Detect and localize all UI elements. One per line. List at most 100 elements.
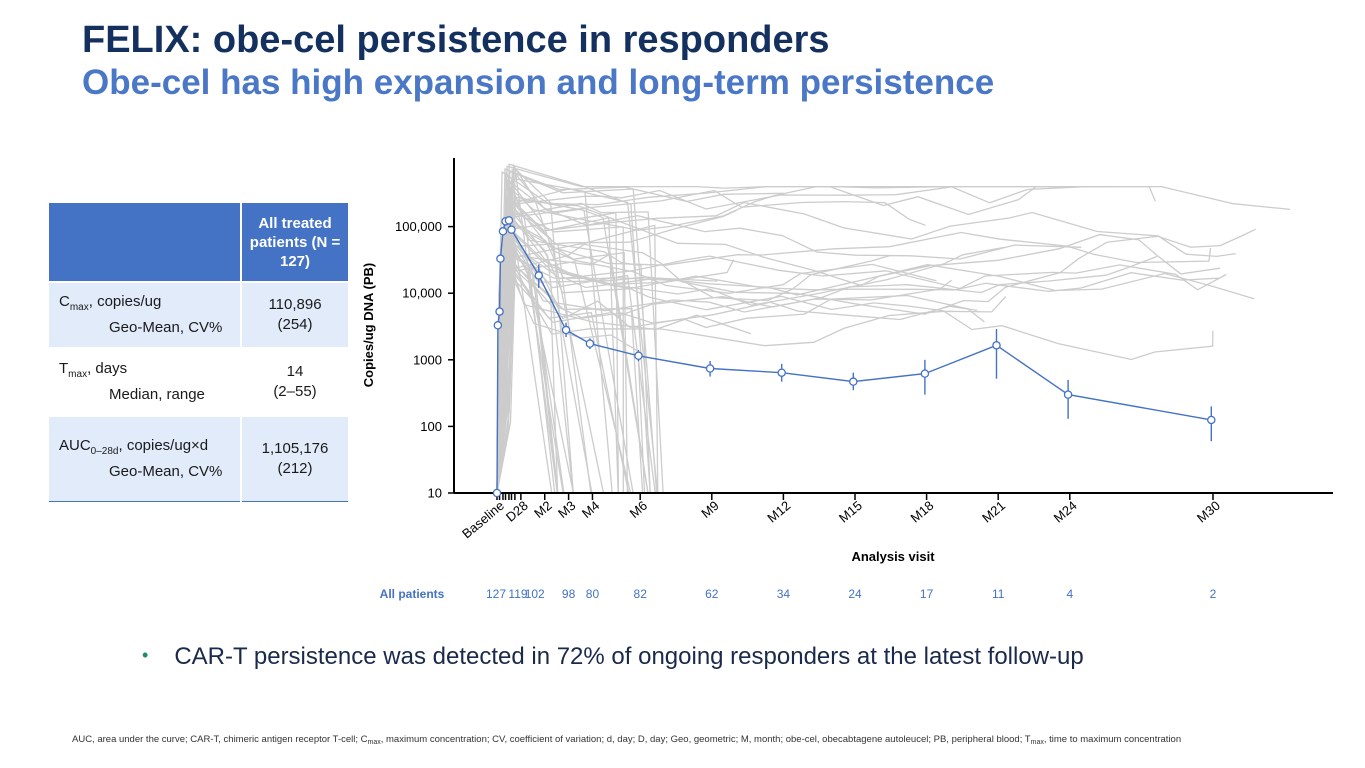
- individual-patient-line: [496, 228, 1227, 494]
- data-point: [534, 271, 544, 280]
- x-tick-label: Baseline: [459, 498, 507, 542]
- individual-patient-line: [496, 255, 1158, 494]
- table-header-blank: [49, 203, 242, 283]
- x-tick-label: M2: [531, 498, 554, 521]
- persistence-chart: 10 100 1000 10,000 100,000 Copies/ug DNA (PB)…: [361, 158, 1333, 601]
- row-label-main: C: [59, 293, 70, 310]
- data-point: [507, 225, 516, 234]
- x-tick-label: M24: [1051, 498, 1080, 526]
- x-tick-label: M30: [1194, 498, 1223, 526]
- y-tick-label: 10,000: [402, 286, 442, 301]
- slide-title: FELIX: obe-cel persistence in responders: [82, 19, 830, 61]
- bullet-dot-icon: •: [142, 645, 149, 665]
- individual-patient-line: [496, 248, 953, 494]
- table-row-value: 14 (2–55): [241, 348, 350, 417]
- at-risk-count: 80: [586, 587, 600, 601]
- individual-patient-line: [496, 199, 1221, 494]
- row-label-sub: max: [69, 302, 89, 313]
- data-point: [992, 341, 1001, 350]
- table-row-label: AUC0–28d, copies/ug×d Geo-Mean, CV%: [49, 416, 242, 502]
- x-tick-label: M18: [908, 498, 937, 526]
- table-row: AUC0–28d, copies/ug×d Geo-Mean, CV% 1,10…: [49, 416, 350, 502]
- at-risk-count: 82: [634, 587, 648, 601]
- at-risk-count: 11: [992, 587, 1005, 601]
- individual-patient-line: [496, 221, 629, 494]
- data-point: [493, 321, 503, 330]
- row-label-stat: Geo-Mean, CV%: [109, 319, 223, 336]
- data-point: [1063, 390, 1073, 399]
- row-label-rest: , copies/ug×d: [118, 437, 209, 454]
- x-tick-label: M6: [627, 498, 650, 521]
- table-row: Cmax, copies/ug Geo-Mean, CV% 110,896 (2…: [49, 282, 350, 349]
- at-risk-count: 34: [777, 587, 791, 601]
- footnote-sub: max: [367, 739, 381, 746]
- at-risk-count: 17: [920, 587, 934, 601]
- data-point: [504, 216, 514, 225]
- at-risk-count: 4: [1066, 587, 1073, 601]
- individual-patient-line: [496, 181, 1236, 494]
- y-tick-label: 1000: [413, 352, 442, 367]
- footnote-sub: max: [1030, 739, 1044, 746]
- row-label-rest: , days: [87, 360, 128, 377]
- footnote-part: , maximum concentration; CV, coefficient…: [380, 734, 1031, 745]
- row-value-secondary: (2–55): [273, 383, 317, 400]
- data-point: [705, 364, 715, 373]
- individual-patient-line: [496, 196, 634, 494]
- individual-patient-line: [496, 163, 651, 494]
- at-risk-count: 2: [1210, 587, 1217, 601]
- row-label-rest: , copies/ug: [88, 293, 162, 310]
- data-point: [492, 488, 502, 498]
- table-row-value: 1,105,176 (212): [241, 416, 350, 502]
- key-finding-text: CAR-T persistence was detected in 72% of…: [174, 643, 1084, 670]
- geo-mean-line: [496, 219, 1212, 494]
- x-tick-label: M4: [579, 498, 602, 521]
- x-axis-title: Analysis visit: [851, 549, 935, 564]
- slide-subtitle: Obe-cel has high expansion and long-term…: [82, 63, 995, 102]
- table-row-label: Tmax, days Median, range: [49, 348, 242, 417]
- individual-patient-line: [496, 267, 575, 494]
- data-point: [634, 351, 643, 361]
- data-point: [496, 254, 505, 263]
- row-label-sub: 0–28d: [90, 446, 119, 457]
- data-point: [495, 307, 504, 316]
- x-tick-label: D28: [503, 498, 531, 525]
- at-risk-count: 62: [705, 587, 719, 601]
- data-point: [920, 369, 930, 378]
- individual-patient-line: [496, 168, 1082, 494]
- data-point: [777, 368, 786, 377]
- x-tick-label: M3: [555, 498, 578, 521]
- at-risk-count: 102: [525, 587, 545, 601]
- key-finding-bullet: • CAR-T persistence was detected in 72% o…: [142, 643, 1084, 671]
- x-tick-label: M21: [979, 498, 1008, 526]
- table-row-label: Cmax, copies/ug Geo-Mean, CV%: [49, 282, 242, 349]
- at-risk-count: 24: [848, 587, 862, 601]
- row-label-stat: Geo-Mean, CV%: [109, 463, 223, 480]
- y-tick-label: 10: [428, 486, 442, 501]
- footnote-part: , time to maximum concentration: [1043, 734, 1182, 745]
- footnote: AUC, area under the curve; CAR-T, chimer…: [72, 733, 1284, 749]
- x-tick-label: M9: [698, 498, 721, 521]
- individual-patient-line: [496, 196, 1212, 494]
- row-value-secondary: (212): [277, 460, 313, 477]
- row-label-stat: Median, range: [109, 386, 205, 403]
- individual-patient-line: [496, 185, 1115, 494]
- data-point: [498, 227, 508, 236]
- row-value-main: 14: [286, 363, 304, 380]
- at-risk-label: All patients: [380, 587, 445, 601]
- x-tick-label: M12: [764, 498, 793, 526]
- at-risk-count: 119: [508, 587, 527, 601]
- table-row: Tmax, days Median, range 14 (2–55): [49, 348, 350, 417]
- table-row-value: 110,896 (254): [241, 282, 350, 349]
- footnote-part: AUC, area under the curve; CAR-T, chimer…: [72, 734, 368, 745]
- y-tick-label: 100,000: [395, 219, 442, 234]
- table-header-all-treated: All treated patients (N = 127): [241, 203, 350, 283]
- individual-patient-line: [496, 185, 1156, 494]
- x-tick-label: M15: [836, 498, 865, 526]
- data-point: [849, 377, 858, 386]
- row-label-main: T: [59, 360, 69, 377]
- at-risk-count: 127: [486, 587, 506, 601]
- row-label-sub: max: [68, 369, 88, 380]
- y-tick-label: 100: [420, 419, 442, 434]
- individual-patient-line: [496, 225, 1214, 494]
- row-value-secondary: (254): [277, 316, 313, 333]
